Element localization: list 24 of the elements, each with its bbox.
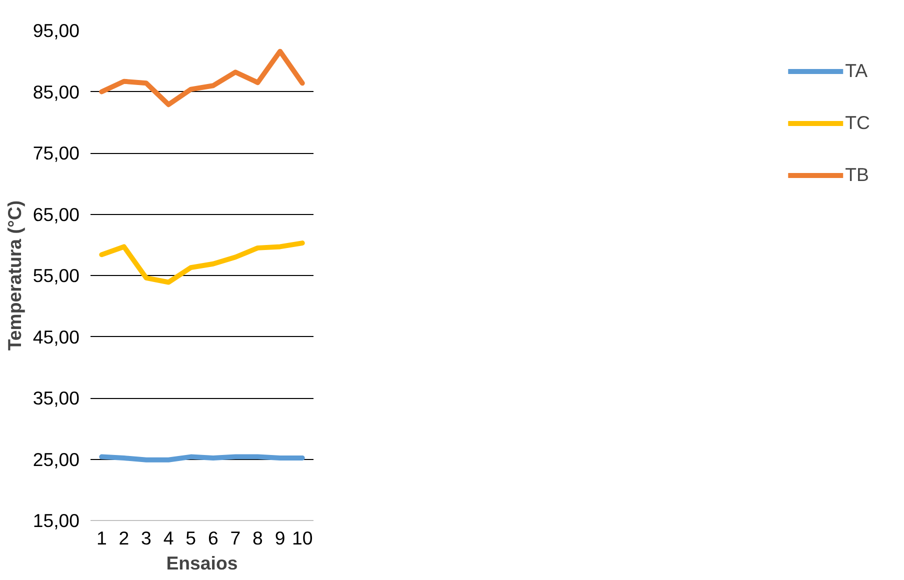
y-tick-label: 15,00 [32, 510, 80, 531]
y-tick-label: 55,00 [32, 265, 80, 286]
y-tick-label: 95,00 [32, 20, 80, 41]
x-tick-label: 9 [274, 528, 286, 548]
x-tick-label: 3 [141, 528, 152, 548]
x-tick-label: 6 [208, 528, 218, 548]
legend-label: TC [845, 112, 870, 134]
x-tick-label: 5 [186, 528, 196, 548]
y-axis-title: Temperatura (°C) [4, 200, 25, 351]
x-tick-label: 4 [163, 528, 174, 548]
legend-label: TB [845, 164, 869, 186]
x-tick-label: 2 [118, 528, 130, 548]
y-tick-label: 75,00 [32, 142, 80, 164]
legend-label: TA [845, 60, 868, 82]
x-tick-label: 8 [252, 528, 263, 548]
y-tick-label: 85,00 [32, 81, 80, 102]
x-tick-label: 10 [292, 528, 313, 548]
y-tick-label: 65,00 [32, 204, 80, 225]
y-tick-label: 35,00 [32, 388, 80, 408]
x-axis-title: Ensaios [166, 552, 238, 574]
y-tick-label: 25,00 [32, 448, 80, 470]
y-tick-label: 45,00 [32, 326, 80, 348]
x-tick-label: 1 [96, 528, 107, 548]
x-tick-label: 7 [230, 528, 241, 548]
